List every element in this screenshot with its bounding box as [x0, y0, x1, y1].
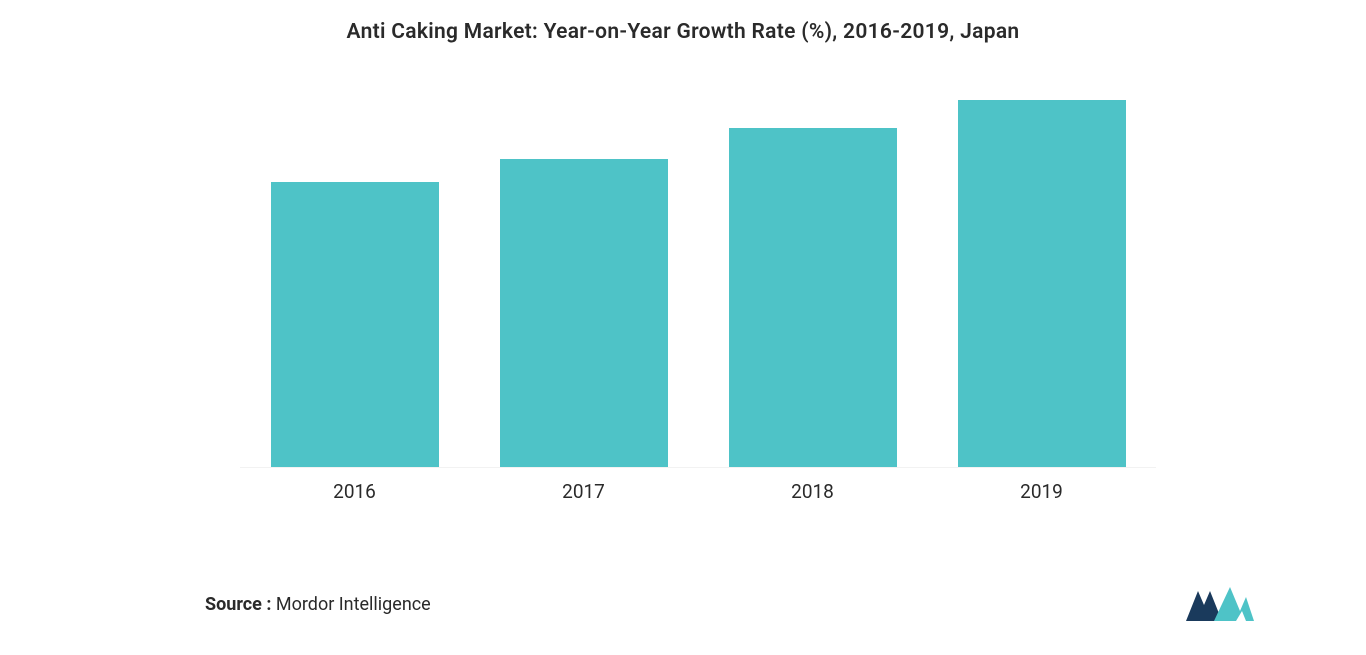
plot-area: [240, 69, 1156, 468]
x-label: 2019: [927, 480, 1156, 503]
bar-group: [698, 69, 927, 467]
bar-2018: [729, 128, 897, 467]
bar-2017: [500, 159, 668, 467]
chart-title: Anti Caking Market: Year-on-Year Growth …: [90, 20, 1276, 44]
bar-group: [240, 69, 469, 467]
bar-2016: [271, 182, 439, 467]
chart-container: Anti Caking Market: Year-on-Year Growth …: [0, 0, 1366, 655]
bars-wrapper: [240, 69, 1156, 468]
source-attribution: Source : Mordor Intelligence: [205, 594, 431, 615]
bar-group: [469, 69, 698, 467]
source-text: Mordor Intelligence: [276, 594, 431, 615]
x-label: 2018: [698, 480, 927, 503]
x-axis-labels: 2016 2017 2018 2019: [240, 480, 1156, 503]
mordor-logo-icon: [1184, 583, 1256, 625]
chart-footer: Source : Mordor Intelligence: [90, 583, 1276, 625]
bar-group: [927, 69, 1156, 467]
x-label: 2016: [240, 480, 469, 503]
source-label: Source :: [205, 594, 276, 615]
bar-2019: [958, 100, 1126, 467]
x-label: 2017: [469, 480, 698, 503]
